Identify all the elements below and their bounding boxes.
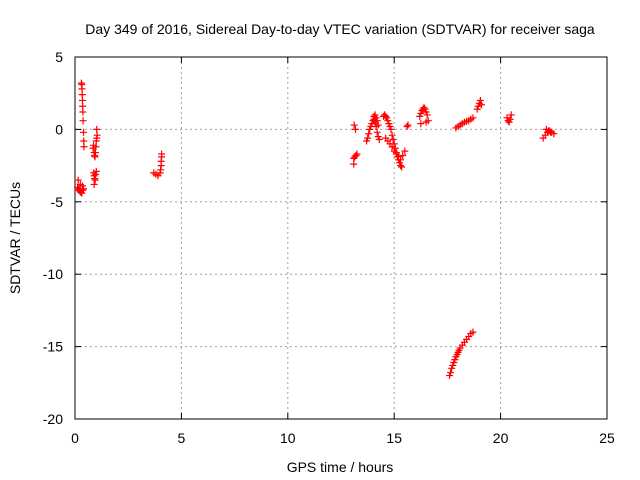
data-point: [387, 125, 395, 133]
data-point: [507, 111, 515, 119]
data-point: [399, 151, 407, 159]
data-point: [397, 156, 405, 164]
data-point: [476, 96, 484, 104]
data-point: [469, 114, 477, 122]
data-point: [469, 328, 477, 336]
data-point: [389, 136, 397, 144]
data-point: [350, 121, 358, 129]
y-axis-label: SDTVAR / TECUs: [7, 182, 23, 294]
data-point: [420, 104, 428, 112]
data-point: [453, 351, 461, 359]
data-point: [351, 125, 359, 133]
data-point: [547, 128, 555, 136]
data-point: [80, 143, 88, 151]
x-axis-label: GPS time / hours: [287, 459, 394, 475]
x-tick-label: 10: [280, 430, 296, 446]
data-point: [353, 150, 361, 158]
data-point: [365, 130, 373, 138]
x-tick-label: 25: [599, 430, 615, 446]
data-point: [92, 167, 100, 175]
data-point: [423, 111, 431, 119]
data-point: [477, 101, 485, 109]
data-point: [79, 108, 87, 116]
data-point: [350, 160, 358, 168]
data-point: [375, 136, 383, 144]
y-tick-label: -5: [51, 194, 64, 210]
data-point: [80, 128, 88, 136]
data-point: [451, 356, 459, 364]
data-point: [506, 115, 514, 123]
data-point: [382, 112, 390, 120]
y-tick-label: 5: [55, 49, 63, 65]
data-point: [388, 131, 396, 139]
data-point: [404, 121, 412, 129]
data-point: [364, 134, 372, 142]
x-tick-label: 0: [71, 430, 79, 446]
x-tick-label: 5: [178, 430, 186, 446]
plot-frame: [74, 56, 608, 420]
data-point: [374, 121, 382, 129]
data-point: [158, 150, 166, 158]
y-tick-label: 0: [55, 121, 63, 137]
data-point: [398, 163, 406, 171]
x-tick-label: 20: [493, 430, 509, 446]
data-point: [90, 180, 98, 188]
data-point: [78, 182, 86, 190]
y-tick-label: -10: [43, 266, 63, 282]
grid-lines: [75, 57, 607, 419]
data-point: [79, 117, 87, 125]
data-point: [401, 147, 409, 155]
data-point: [388, 143, 396, 151]
data-point: [157, 166, 165, 174]
y-tick-label: -20: [43, 411, 63, 427]
data-point: [373, 117, 381, 125]
data-points: [74, 79, 558, 380]
data-point: [373, 128, 381, 136]
data-point: [352, 151, 360, 159]
axis-ticks: 0 5 10 15 20 25 -20 -15 -10 -5 0 5: [43, 49, 615, 446]
data-point: [447, 369, 455, 377]
data-point: [550, 130, 558, 138]
data-point: [417, 120, 425, 128]
data-point: [90, 141, 98, 149]
data-point: [93, 125, 101, 133]
data-point: [455, 346, 463, 354]
data-point: [74, 176, 82, 184]
y-tick-label: -15: [43, 339, 63, 355]
x-tick-label: 15: [386, 430, 402, 446]
data-point: [403, 123, 411, 131]
chart-title: Day 349 of 2016, Sidereal Day-to-day VTE…: [85, 21, 595, 37]
data-point: [449, 361, 457, 369]
data-point: [422, 118, 430, 126]
